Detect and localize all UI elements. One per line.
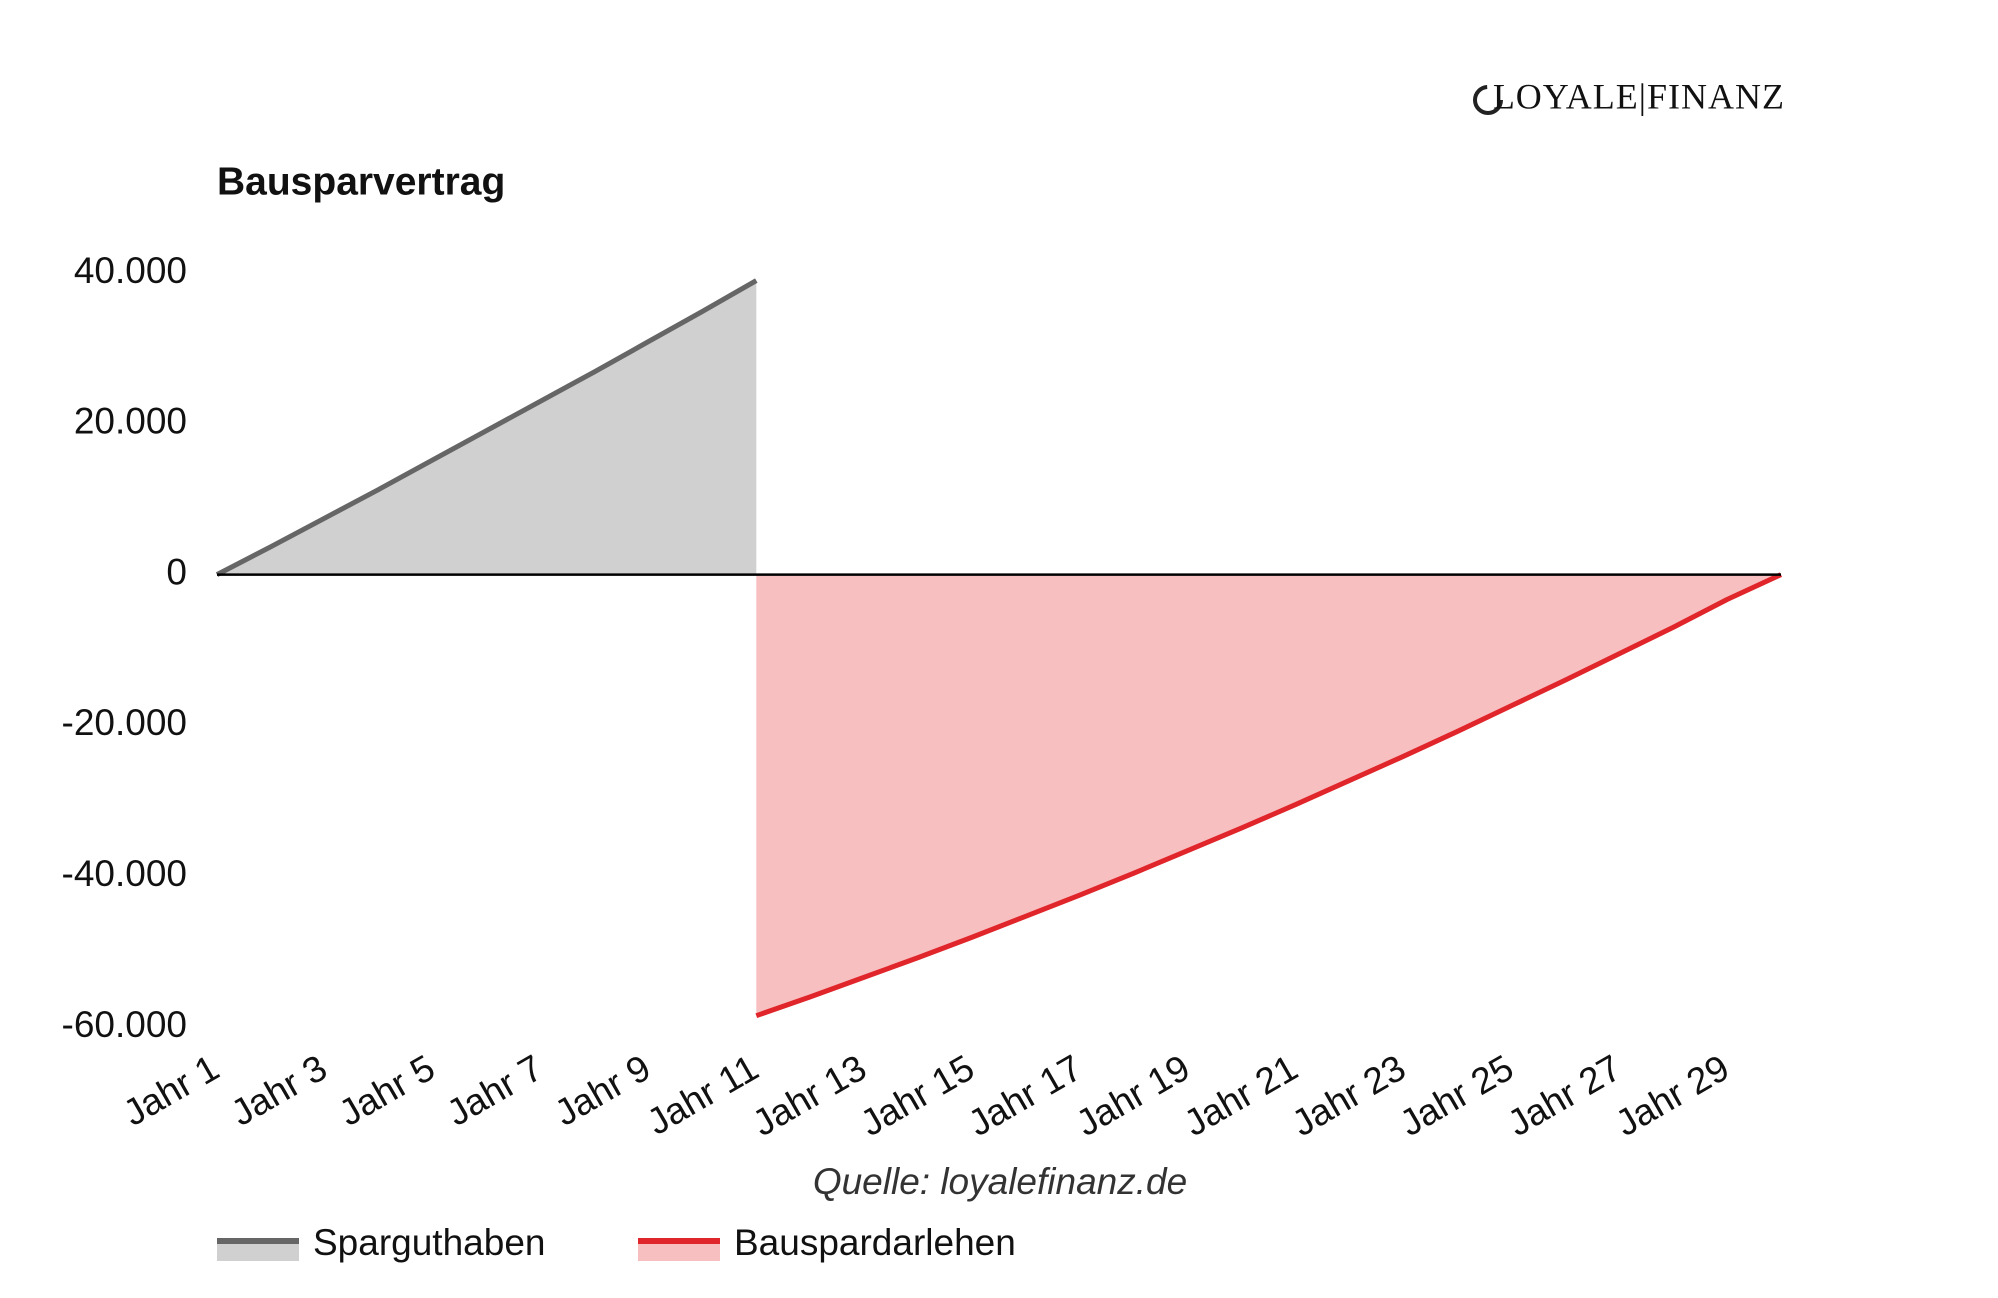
- legend-swatch: [638, 1241, 720, 1261]
- legend-label: Sparguthaben: [313, 1222, 545, 1263]
- area: [217, 280, 757, 575]
- y-tick-label: 0: [166, 551, 187, 592]
- legend-swatch: [217, 1241, 299, 1261]
- y-tick-label: -40.000: [62, 853, 188, 894]
- legend-label: Bauspardarlehen: [734, 1222, 1016, 1263]
- chart-title: Bausparvertrag: [217, 160, 505, 203]
- source: Quelle: loyalefinanz.de: [813, 1161, 1187, 1202]
- y-tick-label: -60.000: [62, 1004, 188, 1045]
- y-tick-label: -20.000: [62, 702, 188, 743]
- logo: LOYALE|FINANZ: [1493, 76, 1785, 116]
- line: [215, 278, 758, 577]
- area: [756, 574, 1782, 1016]
- line: [755, 572, 1783, 1019]
- logo-mark: [1473, 85, 1503, 115]
- y-tick-label: 40.000: [74, 250, 187, 291]
- y-tick-label: 20.000: [74, 401, 187, 442]
